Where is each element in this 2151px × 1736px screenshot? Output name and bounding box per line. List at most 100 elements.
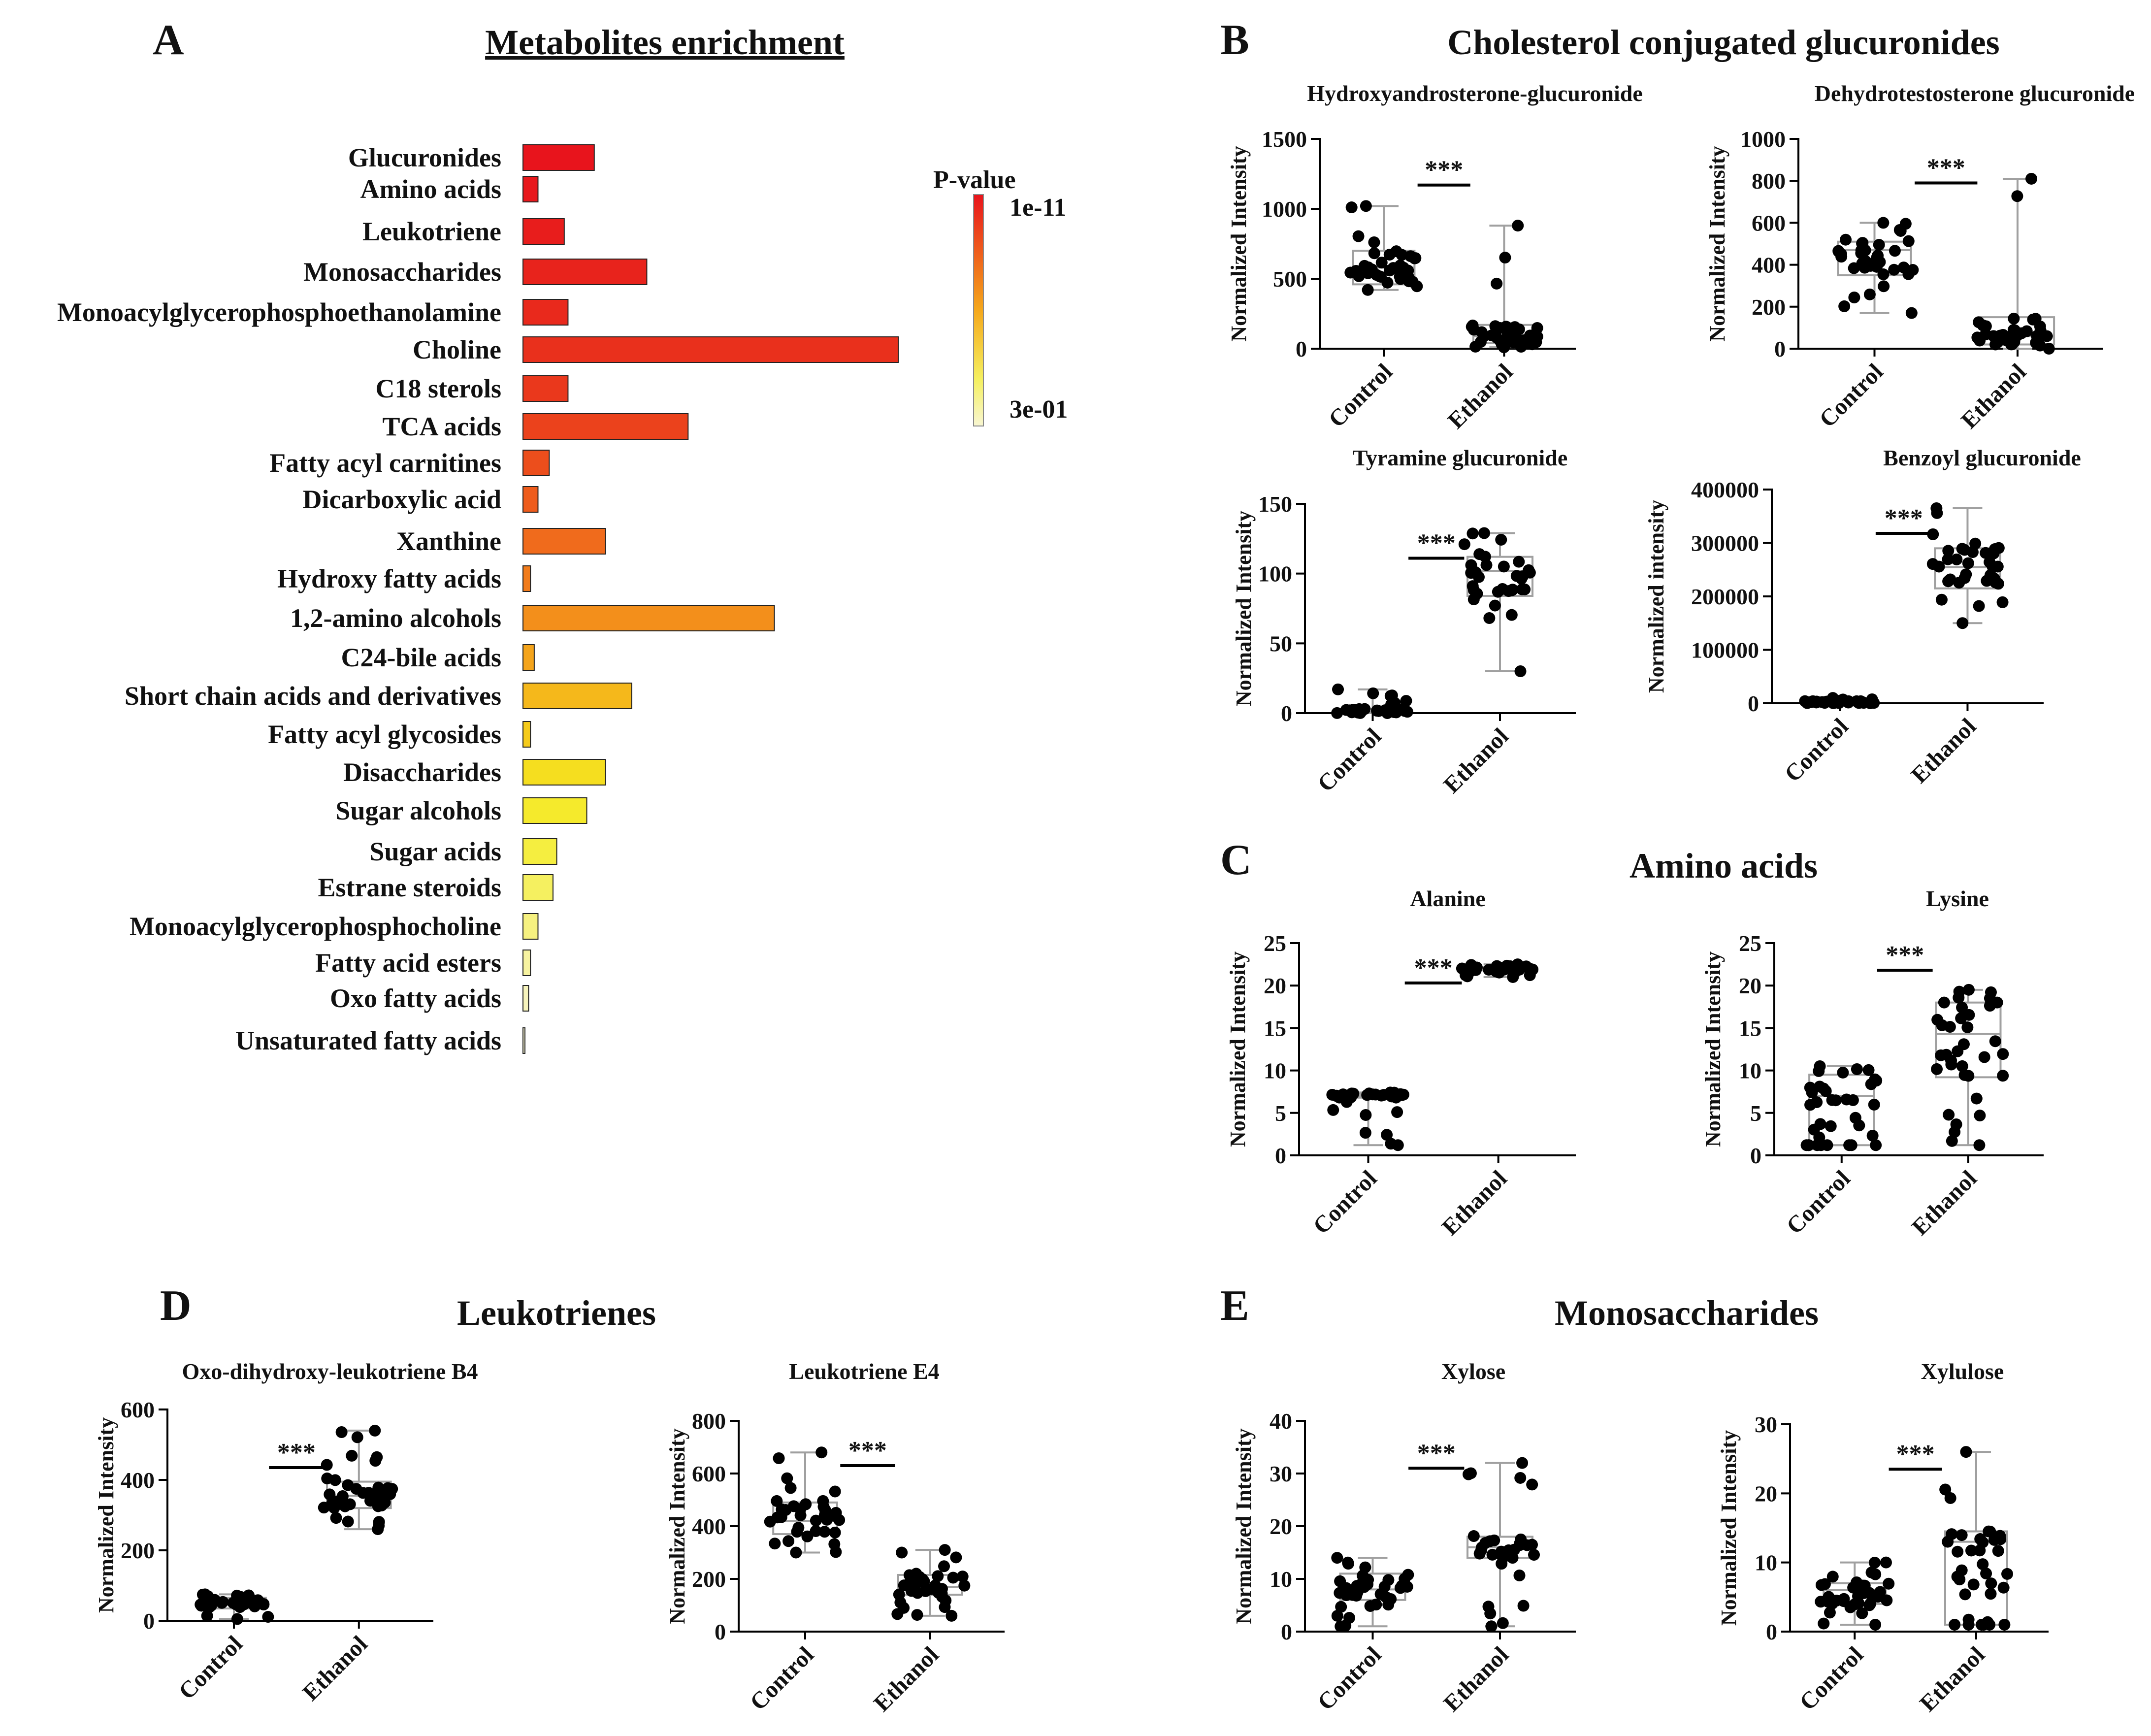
data-point (1952, 1545, 1964, 1558)
significance-label: *** (277, 1439, 316, 1467)
category-label: Sugar acids (369, 837, 501, 866)
y-tick-label: 0 (1766, 1619, 1777, 1644)
data-point (1499, 252, 1511, 264)
data-point (1939, 1483, 1952, 1496)
data-point (262, 1611, 274, 1623)
data-point (1881, 1594, 1893, 1606)
data-point (1512, 220, 1524, 232)
data-point (1510, 331, 1522, 344)
y-tick-label: 0 (715, 1619, 726, 1644)
panel-label-e: E (1220, 1282, 1249, 1330)
x-tick-label: Ethanol (1438, 1641, 1514, 1717)
data-point (1983, 1525, 1995, 1538)
data-point (1515, 1533, 1527, 1545)
data-point (1485, 1620, 1498, 1633)
data-point (1880, 1556, 1892, 1569)
y-tick-label: 800 (1752, 168, 1786, 194)
y-tick-label: 20 (1264, 973, 1286, 998)
enrichment-bar (522, 375, 569, 402)
data-point (1946, 1135, 1958, 1147)
category-label: Estrane steroids (318, 873, 502, 902)
x-tick-label: Control (174, 1631, 248, 1704)
data-point (1942, 553, 1954, 565)
data-point (1495, 533, 1507, 546)
data-point (1840, 233, 1852, 246)
enrichment-bar (522, 838, 557, 865)
y-tick-label: 20 (1755, 1481, 1777, 1506)
data-point (1974, 1110, 1986, 1122)
data-point (1997, 1070, 2009, 1082)
data-point (1942, 545, 1955, 557)
data-point (1465, 1467, 1477, 1479)
panel-a-title: Metabolites enrichment (485, 23, 845, 62)
data-point (1951, 553, 1963, 565)
data-point (1960, 1446, 1972, 1458)
data-point (1345, 1091, 1357, 1104)
y-tick-label: 20 (1739, 973, 1761, 998)
data-point (1985, 1577, 1997, 1590)
y-tick-label: 25 (1739, 931, 1761, 956)
data-point (910, 1568, 922, 1580)
data-point (810, 1525, 822, 1538)
legend-low-label: 3e-01 (1010, 395, 1068, 424)
data-point (1865, 1566, 1878, 1578)
data-point (1989, 1035, 2001, 1048)
data-point (1818, 696, 1830, 709)
data-point (1375, 257, 1388, 269)
y-tick-label: 100000 (1691, 638, 1759, 663)
data-point (1327, 1104, 1339, 1116)
enrichment-bar (522, 985, 529, 1012)
data-point (1496, 338, 1508, 351)
data-point (1944, 573, 1956, 586)
y-tick-label: 20 (1270, 1514, 1292, 1539)
data-point (1497, 1617, 1509, 1629)
plot-title: Leukotriene E4 (789, 1359, 939, 1384)
enrichment-bar (522, 528, 606, 555)
category-label: C18 sterols (376, 374, 501, 403)
data-point (1863, 288, 1876, 300)
data-point (2029, 313, 2042, 325)
x-tick-label: Control (1324, 359, 1398, 432)
y-tick-label: 0 (143, 1608, 155, 1634)
box-plot-b2: Dehydrotestosterone glucuronide 0 200 400 60… (1705, 81, 2135, 434)
data-point (1856, 257, 1868, 269)
data-point (1856, 1607, 1868, 1619)
data-point (791, 1526, 803, 1538)
data-point (1837, 1066, 1849, 1079)
y-tick-label: 30 (1270, 1461, 1292, 1486)
data-point (1962, 557, 1974, 569)
data-point (1956, 1060, 1968, 1072)
x-tick-label: Control (1814, 359, 1888, 432)
data-point (1401, 1580, 1413, 1593)
legend-high-label: 1e-11 (1010, 194, 1067, 222)
y-axis-label: Normalized Intensity (94, 1417, 118, 1613)
box-plot-b3: Tyramine glucuronide 0 50 100 150Normalized … (1232, 445, 1576, 798)
y-axis-label: Normalized Intensity (1227, 146, 1251, 341)
y-tick-label: 10 (1755, 1550, 1777, 1575)
y-tick-label: 150 (1258, 491, 1292, 517)
plot-title: Tyramine glucuronide (1353, 445, 1568, 470)
plot-title: Benzoyl glucuronide (1883, 445, 2081, 470)
data-point (1957, 1038, 1970, 1050)
enrichment-bar (522, 413, 689, 440)
data-point (1936, 1019, 1948, 1031)
data-point (1902, 235, 1915, 247)
data-point (351, 1431, 363, 1443)
category-label: Monoacylglycerophosphocholine (130, 912, 501, 941)
data-point (231, 1613, 243, 1625)
plot-title: Dehydrotestosterone glucuronide (1815, 81, 2135, 106)
data-point (1822, 1596, 1834, 1608)
box-plot-c1: Alanine 0 5 10 15 20 25 Normalized Intensity Con… (1226, 886, 1576, 1241)
data-point (1367, 687, 1379, 699)
y-tick-label: 300000 (1691, 531, 1759, 556)
category-label: Short chain acids and derivatives (125, 681, 501, 711)
data-point (1475, 1541, 1488, 1554)
data-point (1984, 992, 1996, 1005)
data-point (1978, 1051, 1990, 1063)
y-tick-label: 200 (121, 1538, 155, 1563)
data-point (1813, 1131, 1825, 1144)
data-point (817, 1501, 830, 1513)
data-point (335, 1426, 348, 1439)
data-point (1935, 1049, 1947, 1061)
data-point (1905, 307, 1918, 319)
